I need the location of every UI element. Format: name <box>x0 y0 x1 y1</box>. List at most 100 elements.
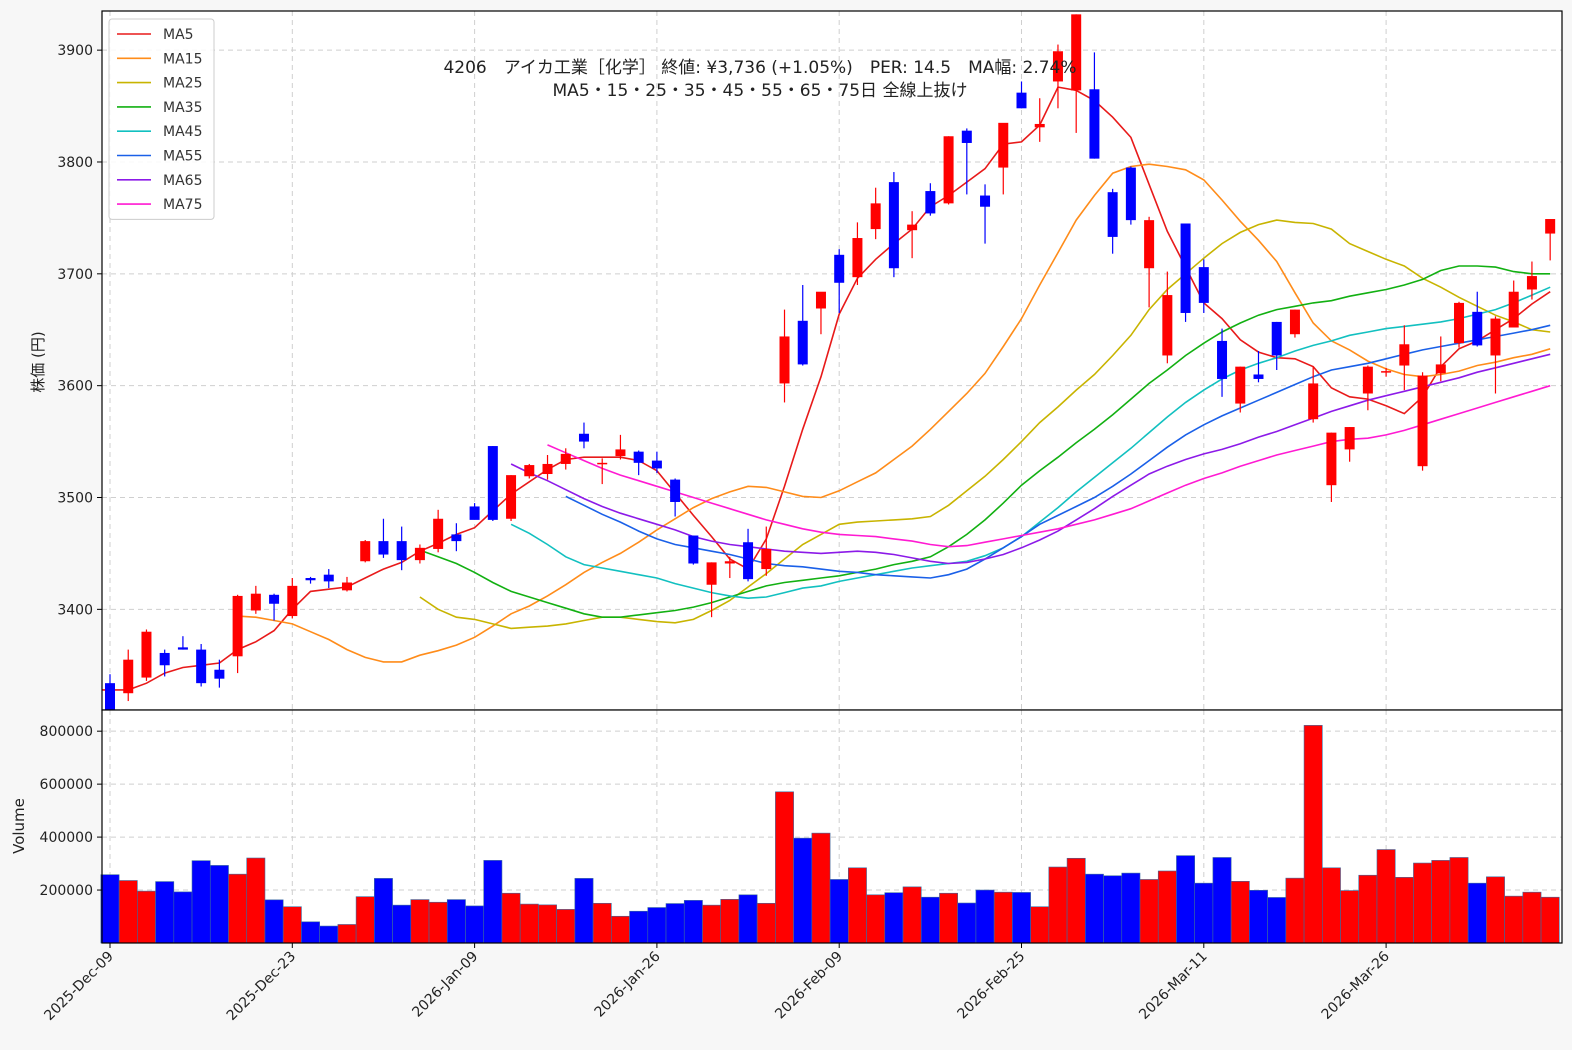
candle-body <box>1198 267 1209 303</box>
legend-item: MA45 <box>117 124 202 140</box>
volume-bar <box>446 899 466 944</box>
legend-box <box>108 18 215 220</box>
candle-body <box>1454 302 1465 344</box>
candle-body <box>1381 371 1392 373</box>
candle-body <box>524 465 535 477</box>
candle <box>1217 328 1228 397</box>
volume-bar <box>720 899 740 944</box>
candle <box>360 540 371 563</box>
candle-body <box>888 182 899 269</box>
volume-bar <box>1285 877 1305 944</box>
candle <box>1271 321 1282 371</box>
volume-bar <box>1303 725 1323 944</box>
candle <box>1107 188 1118 254</box>
legend-label: MA55 <box>163 149 202 165</box>
legend-item: MA55 <box>117 149 202 165</box>
candle-body <box>651 460 662 469</box>
ma-line-ma35 <box>419 265 1551 619</box>
candle-body <box>1326 432 1337 486</box>
volume-bar <box>1394 877 1414 944</box>
candle-body <box>269 594 280 604</box>
candle <box>670 478 681 517</box>
candle-body <box>1016 92 1027 109</box>
candle <box>724 556 735 579</box>
candle-body <box>1217 340 1228 379</box>
candle <box>1235 366 1246 413</box>
volume-bar <box>1048 866 1068 944</box>
candle-body <box>1526 276 1537 290</box>
candle <box>433 509 444 553</box>
legend-label: MA65 <box>163 173 202 189</box>
legend-item: MA65 <box>117 173 202 189</box>
candle-body <box>578 433 589 442</box>
candle-body <box>761 548 772 570</box>
candle-body <box>907 224 918 231</box>
volume-bar <box>209 865 229 944</box>
candle <box>706 562 717 618</box>
candle-body <box>177 647 188 650</box>
candle-body <box>1399 344 1410 366</box>
candle <box>597 458 608 485</box>
volume-bar <box>355 896 375 944</box>
candle <box>779 309 790 403</box>
volume-bar <box>884 892 904 944</box>
volume-bar <box>392 904 412 944</box>
volume-bar <box>1066 857 1086 944</box>
candle-body <box>506 475 517 519</box>
candle <box>1545 219 1556 261</box>
candle-body <box>688 535 699 564</box>
price-y-ticks: 3400 3500 3600 3700 3800 3900 <box>57 43 102 618</box>
candle-body <box>779 336 790 384</box>
candle-body <box>1034 123 1045 128</box>
candle-body <box>925 191 936 214</box>
volume-bar <box>866 894 886 944</box>
volume-bar <box>1540 896 1560 944</box>
volume-bar <box>100 874 120 944</box>
volume-bar <box>957 902 977 944</box>
candle-body <box>378 541 389 555</box>
volume-bar <box>337 924 357 944</box>
candle-body <box>105 683 115 712</box>
volume-bar <box>246 857 266 944</box>
candle <box>815 291 826 335</box>
candle-body <box>341 582 352 591</box>
volume-bar <box>1522 891 1542 944</box>
candle <box>907 211 918 259</box>
candle <box>980 184 991 244</box>
candle <box>870 187 881 240</box>
volume-bar <box>428 901 448 944</box>
candle-body <box>834 254 845 283</box>
volume-bar <box>1176 855 1195 944</box>
chart-subtitle: MA5・15・25・35・45・55・65・75日 全線上抜け <box>553 81 968 101</box>
candle <box>743 528 754 582</box>
candle-body <box>1235 366 1246 404</box>
candle-body <box>323 574 334 582</box>
volume-bar <box>1321 867 1341 944</box>
volume-bar <box>975 889 995 944</box>
volume-bar <box>137 890 156 944</box>
candle-body <box>797 320 808 365</box>
candle <box>305 576 316 584</box>
volume-bar <box>191 860 211 944</box>
candle-body <box>1089 89 1100 159</box>
candle <box>1289 309 1300 338</box>
ma-line-ma65 <box>510 353 1551 565</box>
candle <box>1326 432 1337 502</box>
candle <box>1435 336 1446 382</box>
candle <box>1472 291 1483 347</box>
candle-body <box>560 453 571 464</box>
candle-body <box>232 595 243 657</box>
candle-body <box>1144 220 1155 269</box>
candle <box>651 451 662 473</box>
candle-body <box>1071 14 1082 91</box>
ma-line-ma55 <box>565 324 1551 579</box>
candle-body <box>998 122 1009 168</box>
volume-bar <box>1249 890 1268 944</box>
legend-label: MA25 <box>163 76 202 92</box>
volume-bar <box>1486 876 1505 944</box>
candle-body <box>724 561 735 564</box>
moving-averages <box>102 86 1551 691</box>
candle <box>524 463 535 479</box>
candle-body <box>1289 309 1300 335</box>
